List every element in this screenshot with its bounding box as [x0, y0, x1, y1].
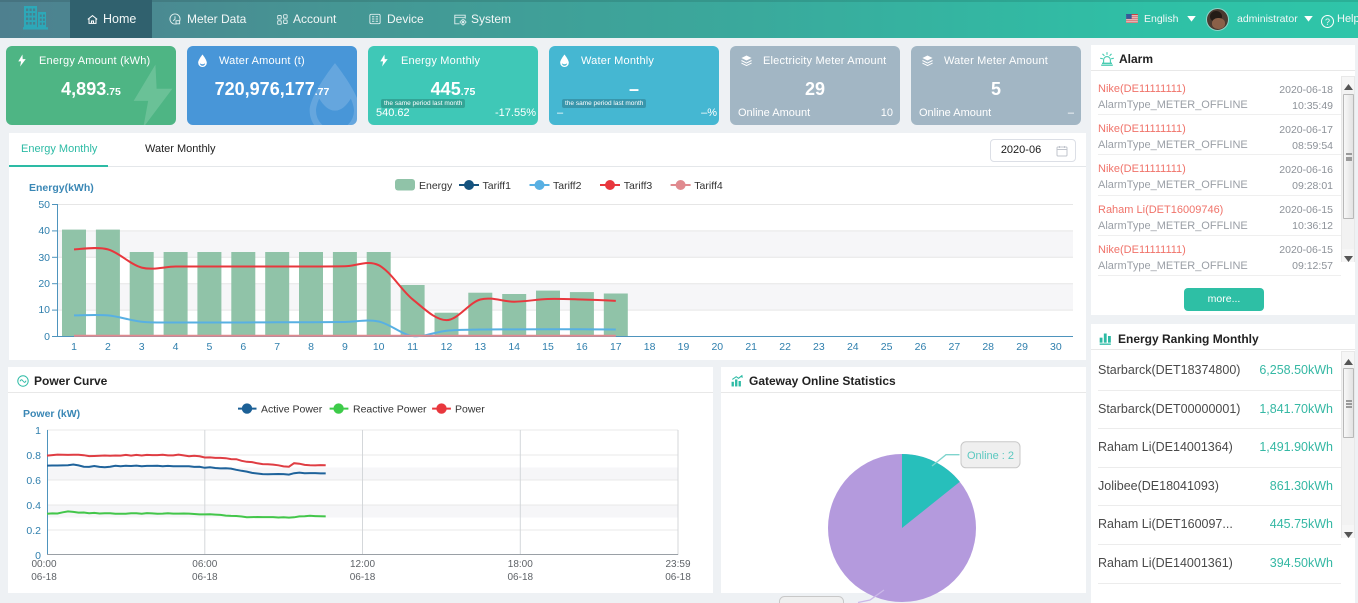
- svg-text:10: 10: [38, 304, 50, 316]
- svg-text:0.6: 0.6: [26, 475, 41, 487]
- svg-text:06-18: 06-18: [350, 572, 376, 583]
- svg-text:2: 2: [105, 341, 111, 353]
- svg-text:25: 25: [881, 341, 893, 353]
- svg-text:9: 9: [342, 341, 348, 353]
- svg-text:22: 22: [779, 341, 791, 353]
- svg-text:06:00: 06:00: [192, 559, 217, 570]
- svg-text:Active Power: Active Power: [261, 404, 323, 416]
- svg-text:5: 5: [206, 341, 212, 353]
- svg-text:12: 12: [441, 341, 453, 353]
- svg-text:06-18: 06-18: [192, 572, 218, 583]
- svg-text:00:00: 00:00: [31, 559, 56, 570]
- svg-text:6: 6: [240, 341, 246, 353]
- svg-text:40: 40: [38, 225, 50, 237]
- svg-text:3: 3: [139, 341, 145, 353]
- svg-text:0: 0: [35, 550, 41, 562]
- svg-text:27: 27: [949, 341, 961, 353]
- svg-text:13: 13: [474, 341, 486, 353]
- svg-text:Tariff4: Tariff4: [694, 180, 723, 192]
- svg-text:10: 10: [373, 341, 385, 353]
- svg-text:0: 0: [44, 331, 50, 343]
- svg-text:Reactive Power: Reactive Power: [353, 404, 427, 416]
- svg-text:20: 20: [38, 278, 50, 290]
- svg-text:06-18: 06-18: [665, 572, 691, 583]
- svg-text:16: 16: [576, 341, 588, 353]
- svg-text:Online : 2: Online : 2: [967, 450, 1014, 462]
- svg-text:50: 50: [38, 199, 50, 211]
- svg-text:18: 18: [644, 341, 656, 353]
- svg-text:1: 1: [35, 425, 41, 437]
- svg-text:06-18: 06-18: [31, 572, 57, 583]
- svg-text:Energy: Energy: [419, 180, 453, 192]
- svg-text:1: 1: [71, 341, 77, 353]
- svg-text:Power (kW): Power (kW): [23, 408, 80, 420]
- svg-text:8: 8: [308, 341, 314, 353]
- svg-text:24: 24: [847, 341, 859, 353]
- svg-text:21: 21: [745, 341, 757, 353]
- svg-text:0.2: 0.2: [26, 525, 41, 537]
- svg-text:23:59: 23:59: [665, 559, 690, 570]
- svg-text:17: 17: [610, 341, 622, 353]
- svg-text:30: 30: [38, 252, 50, 264]
- svg-text:30: 30: [1050, 341, 1062, 353]
- svg-text:0.4: 0.4: [26, 500, 41, 512]
- svg-text:4: 4: [173, 341, 179, 353]
- svg-text:29: 29: [1016, 341, 1028, 353]
- svg-text:11: 11: [407, 341, 418, 353]
- svg-text:Tariff2: Tariff2: [553, 180, 582, 192]
- svg-text:06-18: 06-18: [508, 572, 534, 583]
- svg-text:28: 28: [982, 341, 994, 353]
- svg-text:26: 26: [915, 341, 927, 353]
- svg-text:Energy(kWh): Energy(kWh): [29, 182, 94, 194]
- svg-text:14: 14: [508, 341, 520, 353]
- svg-text:12:00: 12:00: [350, 559, 375, 570]
- svg-text:23: 23: [813, 341, 825, 353]
- svg-text:Power: Power: [455, 404, 485, 416]
- svg-text:19: 19: [678, 341, 690, 353]
- svg-text:18:00: 18:00: [508, 559, 533, 570]
- svg-text:Tariff3: Tariff3: [624, 180, 653, 192]
- svg-text:Tariff1: Tariff1: [483, 180, 512, 192]
- svg-text:7: 7: [274, 341, 280, 353]
- svg-text:20: 20: [711, 341, 723, 353]
- svg-text:0.8: 0.8: [26, 450, 41, 462]
- svg-text:15: 15: [542, 341, 554, 353]
